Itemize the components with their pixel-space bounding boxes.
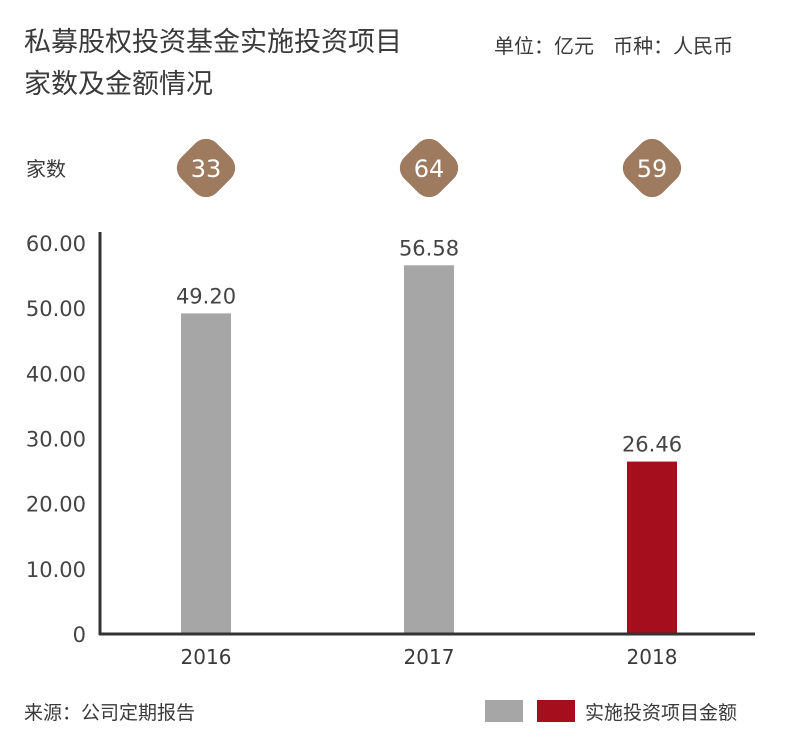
legend-label: 实施投资项目金额	[585, 702, 738, 724]
x-tick-label-2017: 2017	[404, 645, 455, 669]
bar-2018	[627, 461, 677, 634]
count-row-label: 家数	[26, 157, 66, 181]
chart-title-line2: 家数及金额情况	[24, 69, 213, 100]
count-value-2016: 33	[191, 155, 222, 183]
y-tick-label: 0	[73, 623, 86, 647]
legend-swatch-gray	[485, 700, 523, 722]
value-label-2018: 26.46	[622, 433, 682, 457]
y-tick-label: 40.00	[26, 362, 86, 386]
count-value-2018: 59	[637, 155, 668, 183]
y-tick-label: 50.00	[26, 297, 86, 321]
unit-note: 单位：亿元 币种：人民币	[494, 34, 734, 58]
value-label-2017: 56.58	[399, 236, 459, 260]
value-label-2016: 49.20	[176, 284, 236, 308]
y-tick-label: 20.00	[26, 493, 86, 517]
y-tick-label: 10.00	[26, 558, 86, 582]
chart-title: 私募股权投资基金实施投资项目 家数及金额情况	[24, 22, 402, 106]
count-value-2017: 64	[414, 155, 445, 183]
bar-2017	[404, 265, 454, 634]
x-tick-label-2016: 2016	[181, 645, 232, 669]
chart-title-line1: 私募股权投资基金实施投资项目	[24, 27, 402, 58]
x-tick-label-2018: 2018	[627, 645, 678, 669]
count-badge-2017	[399, 138, 459, 198]
count-badge-2018	[622, 138, 682, 198]
bar-2016	[181, 313, 231, 634]
count-badge-2016	[176, 138, 236, 198]
source-note: 来源：公司定期报告	[24, 702, 196, 724]
legend-swatch-red	[537, 700, 575, 722]
y-tick-label: 30.00	[26, 428, 86, 452]
y-tick-label: 60.00	[26, 232, 86, 256]
